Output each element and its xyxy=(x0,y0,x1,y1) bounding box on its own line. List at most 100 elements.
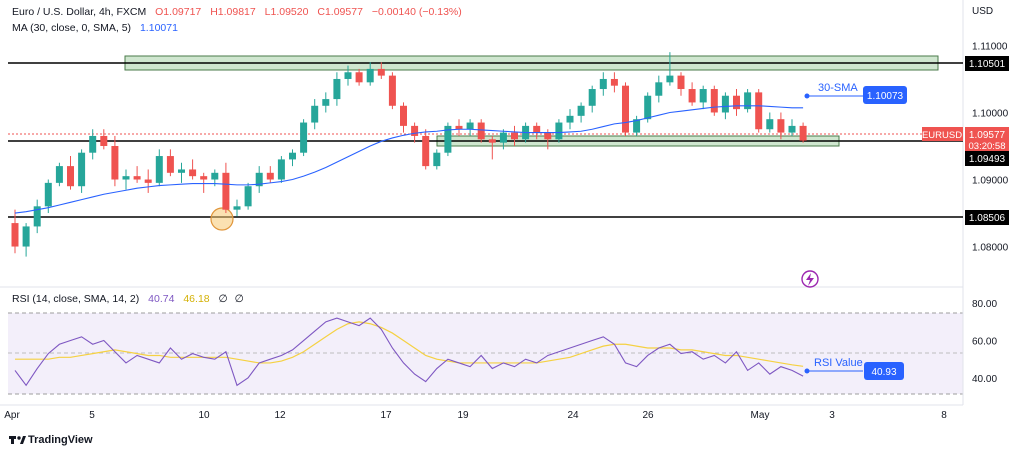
rsi-line xyxy=(14,317,804,387)
candle-body xyxy=(333,78,341,100)
candle-body xyxy=(388,75,396,106)
candle-body xyxy=(622,85,629,133)
rsi-tick-label: 40.00 xyxy=(972,374,997,385)
candle-body xyxy=(178,169,185,173)
candle-body xyxy=(733,95,740,110)
candle-body xyxy=(710,89,718,113)
rsi-legend-v3: ∅ xyxy=(219,293,228,305)
candle-body xyxy=(122,176,130,180)
legend-line: Euro / U.S. Dollar, 4h, FXCM O1.09717 H1… xyxy=(12,6,462,18)
candle-body xyxy=(744,92,752,110)
candle-body xyxy=(400,105,407,126)
candle-body xyxy=(499,132,507,143)
candle-body xyxy=(366,68,374,83)
candle-body xyxy=(33,206,41,227)
candle-body xyxy=(277,159,285,180)
candle-body xyxy=(166,156,174,173)
rsi-callout-name: RSI Value xyxy=(814,357,863,369)
price-badge-countdown: 03:20:58 xyxy=(969,141,1006,152)
candle-body xyxy=(566,115,574,123)
candle-body xyxy=(133,176,141,180)
tradingview-logo-icon xyxy=(9,436,26,444)
sma-callout-dot xyxy=(804,93,810,99)
candle-body xyxy=(577,105,585,116)
candle-body xyxy=(255,172,263,187)
candle-body xyxy=(233,206,241,210)
candle-body xyxy=(155,156,163,183)
candle-body xyxy=(144,179,152,183)
x-tick-label: 3 xyxy=(829,410,835,421)
candle-body xyxy=(599,78,607,90)
candle-body xyxy=(633,119,641,133)
candle-body xyxy=(677,75,685,90)
rsi-legend-label: RSI (14, close, SMA, 14, 2) xyxy=(12,293,139,305)
rsi-tick-label: 80.00 xyxy=(972,299,997,310)
lightning-icon[interactable] xyxy=(801,270,819,288)
rsi-callout-dot xyxy=(804,368,810,374)
candle-body xyxy=(55,166,63,183)
price-tick-label: 1.11000 xyxy=(972,41,1008,52)
x-tick-label: Apr xyxy=(4,410,20,421)
candle-body xyxy=(544,132,552,140)
rsi-legend-v1: 40.74 xyxy=(148,293,174,305)
price-badge-value: 1.09577 xyxy=(969,130,1006,141)
candle-body xyxy=(78,152,86,187)
candle-body xyxy=(89,135,97,153)
ma-legend-value: 1.10071 xyxy=(140,22,178,34)
price-tick-label: 1.09000 xyxy=(972,176,1009,187)
rsi-legend: RSI (14, close, SMA, 14, 2) 40.74 46.18 … xyxy=(12,293,244,305)
candle-body xyxy=(200,176,208,180)
sma-line xyxy=(14,105,804,214)
rsi-legend-v2: 46.18 xyxy=(183,293,209,305)
candle-body xyxy=(455,125,463,130)
x-tick-label: 8 xyxy=(941,410,947,421)
legend-open: O1.09717 xyxy=(155,6,201,18)
candle-body xyxy=(344,72,352,79)
candle-body xyxy=(777,119,785,133)
rsi-tick-label: 60.00 xyxy=(972,337,997,348)
currency-label: USD xyxy=(972,6,993,17)
candle-body xyxy=(466,122,474,130)
candle-body xyxy=(788,125,796,133)
x-tick-label: 24 xyxy=(567,410,579,421)
candle-body xyxy=(355,72,363,83)
symbol-badge xyxy=(922,127,963,141)
candle-body xyxy=(244,186,252,207)
candle-body xyxy=(377,68,385,76)
x-tick-label: 5 xyxy=(89,410,95,421)
candle-body xyxy=(422,135,430,167)
candle-body xyxy=(411,125,419,136)
candle-body xyxy=(655,82,663,96)
candle-body xyxy=(189,169,197,177)
ma-legend-label: MA (30, close, 0, SMA, 5) xyxy=(12,22,131,34)
candle-body xyxy=(688,89,696,103)
legend-symbol: Euro / U.S. Dollar, 4h, FXCM xyxy=(12,6,146,18)
candle-body xyxy=(588,89,596,106)
candle-body xyxy=(100,135,108,146)
candle-body xyxy=(300,122,308,153)
rsi-ma-line xyxy=(15,321,804,367)
candle-body xyxy=(755,92,763,130)
candle-body xyxy=(699,89,707,103)
rsi-legend-v4: ∅ xyxy=(235,293,244,305)
legend-close: C1.09577 xyxy=(317,6,363,18)
candle-body xyxy=(22,226,30,247)
sma-callout-value: 1.10073 xyxy=(867,91,904,102)
candle-body xyxy=(555,122,563,140)
candle-body xyxy=(610,78,618,86)
level-badge-1-text: 1.10501 xyxy=(969,59,1006,70)
highlight-circle xyxy=(210,207,234,231)
level-badge-3 xyxy=(965,210,1009,225)
price-badge xyxy=(965,127,1009,151)
legend-high: H1.09817 xyxy=(210,6,256,18)
level-badge-2 xyxy=(965,151,1009,166)
price-tick-label: 1.08000 xyxy=(972,243,1009,254)
candle-body xyxy=(644,95,652,120)
candle-body xyxy=(477,122,485,140)
brand-name: TradingView xyxy=(28,434,93,446)
symbol-badge-text: EURUSD xyxy=(922,130,962,141)
x-tick-label: 26 xyxy=(642,410,654,421)
candle-body xyxy=(433,152,441,167)
